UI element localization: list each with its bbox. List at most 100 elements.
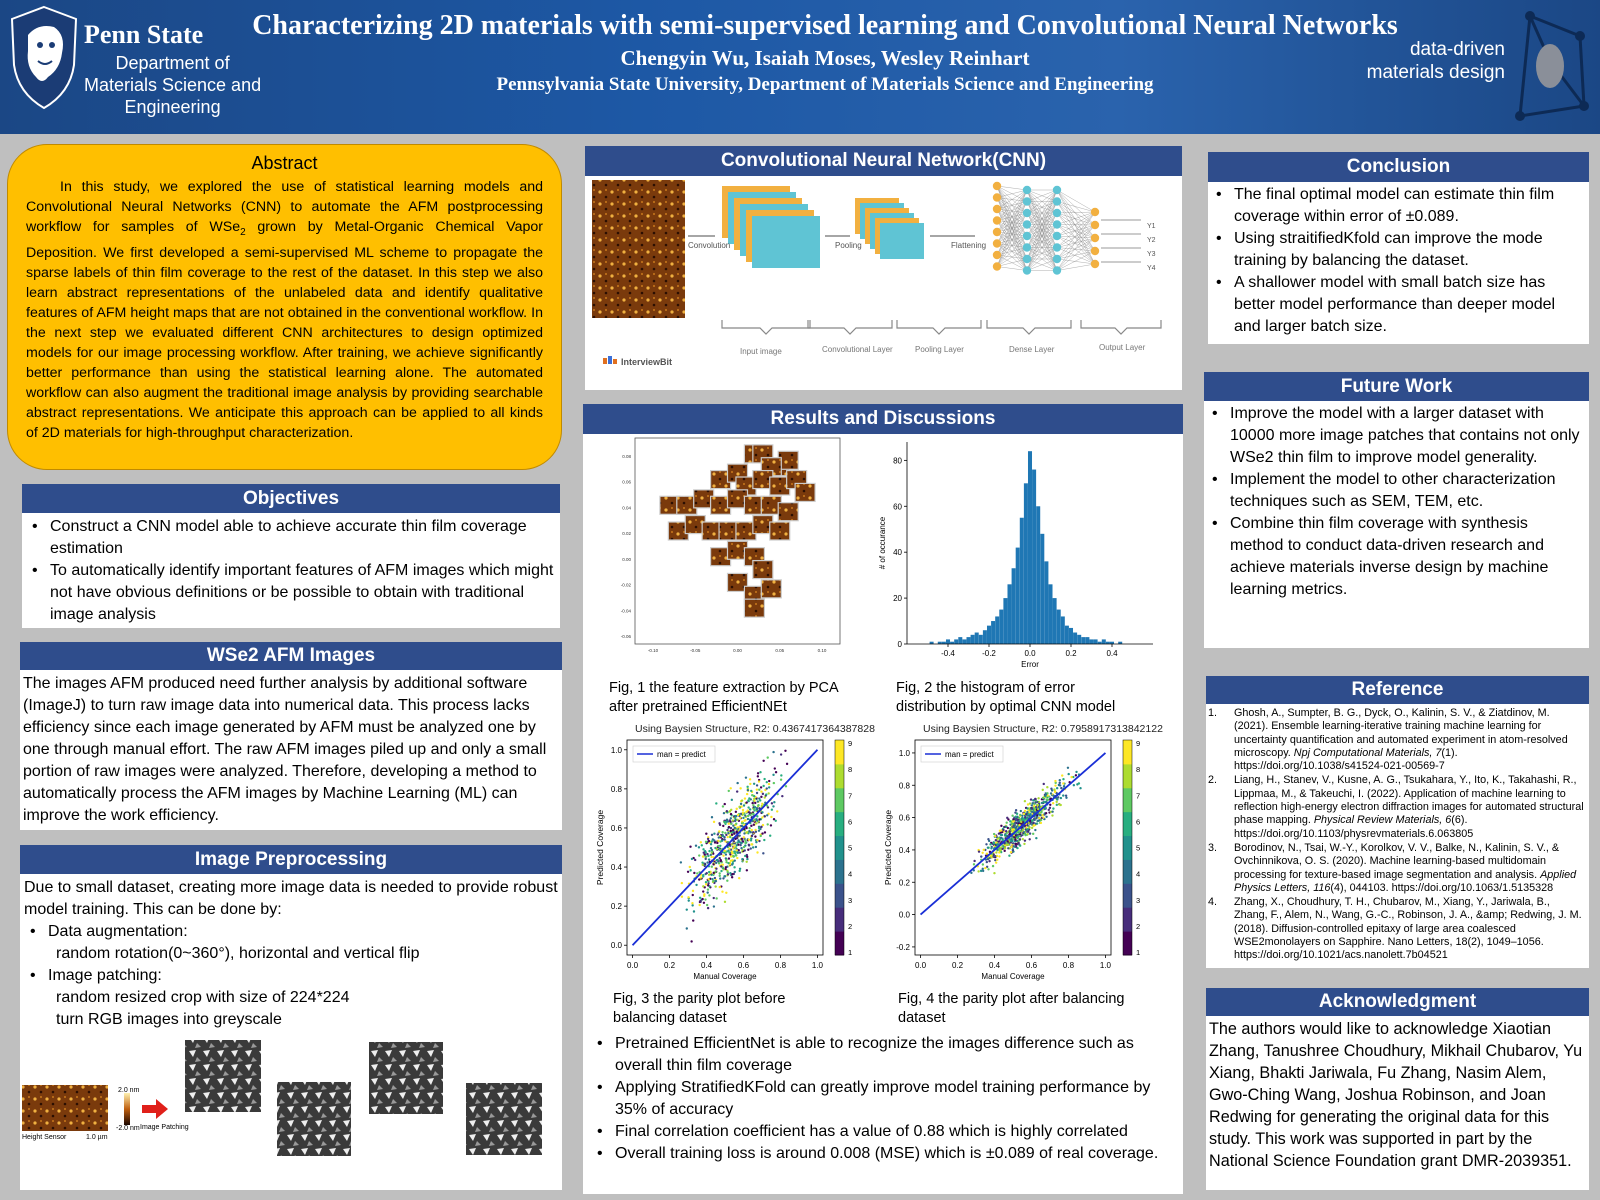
scatter-point xyxy=(770,808,774,811)
layer-label: Pooling Layer xyxy=(915,345,964,354)
scatter-point xyxy=(702,851,705,854)
scatter-point xyxy=(721,831,724,834)
scatter-point xyxy=(699,876,703,879)
scatter-point xyxy=(735,822,738,825)
scatter-point xyxy=(765,793,768,796)
scatter-point xyxy=(760,825,763,829)
network-edge xyxy=(996,189,1028,267)
histogram-bar xyxy=(1044,561,1049,644)
scatter-point xyxy=(715,802,718,805)
scatter-point xyxy=(992,832,996,836)
scatter-point xyxy=(733,845,736,848)
scatter-point xyxy=(744,776,748,779)
authors: Chengyin Wu, Isaiah Moses, Wesley Reinha… xyxy=(620,46,1030,70)
colorbar-segment xyxy=(835,763,844,789)
scatter-point xyxy=(1000,824,1003,828)
scatter-point xyxy=(995,851,998,854)
objectives-list: Construct a CNN model able to achieve ac… xyxy=(22,513,560,626)
scatter-point xyxy=(998,851,1001,854)
scatter-point xyxy=(759,786,763,789)
network-node xyxy=(1052,254,1062,264)
abstract-heading: Abstract xyxy=(251,153,318,173)
afm-images-panel: WSe2 AFM Images The images AFM produced … xyxy=(20,642,562,830)
parity-line xyxy=(919,752,1107,916)
network-node xyxy=(992,227,1002,237)
scatter-point xyxy=(1047,808,1050,812)
histogram-bar xyxy=(1007,584,1012,644)
scatter-point xyxy=(742,804,746,807)
colorbar-segment xyxy=(1123,787,1132,813)
colorbar-segment xyxy=(1123,931,1132,956)
scatter-point xyxy=(1051,802,1055,805)
scatter-point xyxy=(747,848,750,851)
network-edge xyxy=(996,235,1028,267)
pca-thumbnail-point xyxy=(769,521,791,541)
scatter-point xyxy=(1026,832,1029,836)
network-edge xyxy=(996,247,1028,267)
scatter-point xyxy=(719,859,723,863)
conclusion-item: The final optimal model can estimate thi… xyxy=(1210,184,1585,228)
parity-plot-after: Using Baysien Structure, R2: 0.795891731… xyxy=(883,723,1163,981)
scatter-point xyxy=(1028,826,1031,829)
y-tick-label: 80 xyxy=(893,456,902,465)
network-edge xyxy=(1056,201,1096,213)
scatter-point xyxy=(691,902,694,905)
scatter-point xyxy=(739,816,742,820)
histogram-bar xyxy=(1027,451,1033,644)
scatter-point xyxy=(755,788,759,791)
scatter-point xyxy=(772,817,776,821)
network-edge xyxy=(1056,212,1096,252)
scatter-point xyxy=(704,857,707,861)
scatter-point xyxy=(702,885,705,888)
scatter-point xyxy=(699,841,703,844)
scatter-point xyxy=(733,832,736,835)
scatter-point xyxy=(1064,794,1068,797)
layer-braces xyxy=(721,320,1162,335)
colorbar-tick-label: 6 xyxy=(1136,817,1140,826)
x-tick-label: -0.05 xyxy=(690,648,701,653)
histogram-bar xyxy=(1118,641,1123,644)
preprocessing-panel: Image Preprocessing Due to small dataset… xyxy=(20,845,562,1190)
scatter-point xyxy=(1014,842,1017,846)
legend-label: man = predict xyxy=(945,750,994,759)
scatter-point xyxy=(753,795,756,798)
histogram-bar xyxy=(962,639,967,644)
pca-thumbnail-point xyxy=(794,482,816,503)
network-edge xyxy=(996,224,1028,267)
scatter-point xyxy=(689,869,692,872)
x-axis-label: Manual Coverage xyxy=(693,972,757,981)
scatter-point xyxy=(757,803,760,807)
scatter-point xyxy=(977,870,980,873)
network-node xyxy=(992,216,1002,225)
scatter-point xyxy=(755,808,759,811)
colorbar-tick-label: 1 xyxy=(848,948,852,957)
scatter-point xyxy=(704,881,708,884)
scatter-point xyxy=(733,859,736,862)
histogram-bar xyxy=(950,641,955,644)
scatter-point xyxy=(1039,821,1043,825)
network-edge xyxy=(1056,211,1096,260)
objectives-panel: Objectives Construct a CNN model able to… xyxy=(22,484,560,628)
scatter-point xyxy=(1045,815,1048,818)
scatter-point xyxy=(721,833,724,837)
acknowledgment-panel: Acknowledgment The authors would like to… xyxy=(1206,988,1589,1190)
network-edge xyxy=(1056,201,1096,252)
scatter-point xyxy=(994,858,997,862)
scatter-point xyxy=(1014,838,1017,841)
scatter-point xyxy=(756,800,760,803)
scatter-point xyxy=(740,841,743,845)
scatter-point xyxy=(759,834,762,838)
scatter-point xyxy=(758,839,761,843)
network-edge xyxy=(1026,189,1058,225)
scatter-point xyxy=(727,789,730,793)
pca-feature-plot: 0.08 0.06 0.04 0.02 0.00 -0.02 -0.04 -0.06 -0.10… xyxy=(621,437,841,653)
scatter-point xyxy=(1046,786,1049,789)
scatter-point xyxy=(714,885,717,888)
y-tick-label: 0.4 xyxy=(611,863,623,872)
scatter-point xyxy=(758,788,761,791)
scatter-point xyxy=(1023,842,1026,846)
scatter-point xyxy=(781,794,784,798)
scatter-point xyxy=(737,876,741,880)
x-tick-label: 0.05 xyxy=(775,648,784,653)
y-tick-label: 0.04 xyxy=(622,505,631,510)
